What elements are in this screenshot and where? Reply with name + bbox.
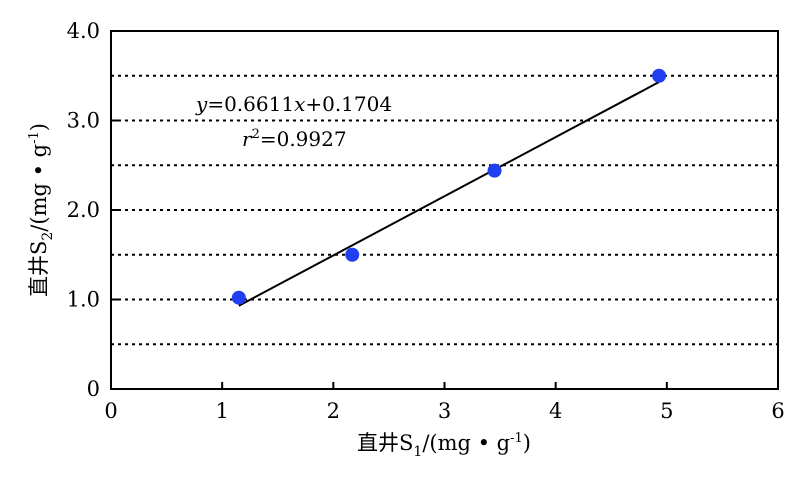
data-point bbox=[345, 247, 360, 262]
x-axis-title: 直井S1/(mg • g-1) bbox=[357, 431, 531, 460]
x-tick-label: 1 bbox=[215, 399, 228, 423]
r2-annotation: r2=0.9927 bbox=[242, 127, 347, 151]
axis-ticks bbox=[110, 30, 779, 390]
equation-part-1: =0.6611 bbox=[207, 92, 294, 116]
data-point bbox=[231, 290, 246, 305]
r2-var: r bbox=[242, 127, 253, 151]
y-tick-label: 1.0 bbox=[67, 288, 100, 312]
r2-value: =0.9927 bbox=[260, 127, 347, 151]
x-tick-label: 6 bbox=[771, 399, 784, 423]
equation-x-var: x bbox=[294, 92, 305, 116]
equation-y-var: y bbox=[195, 92, 208, 116]
y-axis-title: 直井S2/(mg • g-1) bbox=[27, 123, 56, 297]
data-point bbox=[652, 68, 667, 83]
x-tick-label: 5 bbox=[660, 399, 673, 423]
y-tick-labels: 0 1.0 2.0 3.0 4.0 bbox=[67, 19, 100, 401]
fit-line bbox=[238, 81, 660, 307]
y-tick-label: 4.0 bbox=[67, 19, 100, 43]
x-tick-label: 2 bbox=[327, 399, 340, 423]
r2-superscript: 2 bbox=[252, 127, 260, 142]
x-tick-label: 3 bbox=[438, 399, 451, 423]
y-tick-label: 2.0 bbox=[67, 198, 100, 222]
x-tick-label: 0 bbox=[104, 399, 117, 423]
x-tick-label: 4 bbox=[549, 399, 562, 423]
grid-lines bbox=[111, 74, 778, 346]
data-points bbox=[231, 68, 667, 305]
equation-part-2: +0.1704 bbox=[305, 92, 392, 116]
y-tick-label: 0 bbox=[87, 377, 100, 401]
x-tick-labels: 0 1 2 3 4 5 6 bbox=[104, 399, 784, 423]
data-point bbox=[487, 163, 502, 178]
equation-annotation: y=0.6611x+0.1704 bbox=[195, 92, 392, 116]
y-tick-label: 3.0 bbox=[67, 109, 100, 133]
